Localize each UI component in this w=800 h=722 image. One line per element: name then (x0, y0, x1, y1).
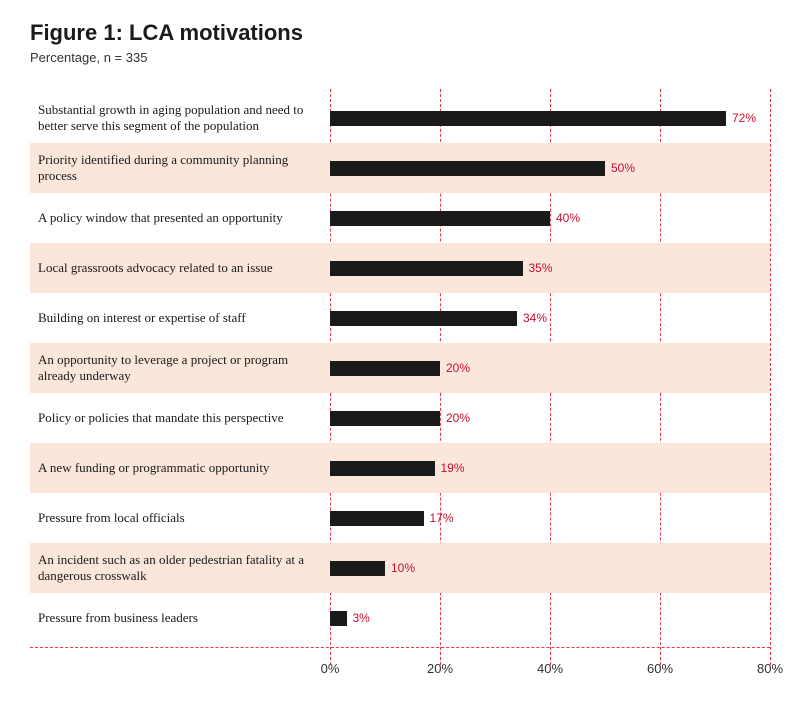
bar-value: 40% (556, 211, 580, 225)
bar-value: 35% (529, 261, 553, 275)
bar-area: 3% (330, 593, 770, 643)
bar: 19% (330, 461, 435, 476)
bar: 10% (330, 561, 385, 576)
chart-row: An incident such as an older pedestrian … (30, 543, 770, 593)
bar-area: 20% (330, 393, 770, 443)
row-label: An incident such as an older pedestrian … (30, 548, 330, 589)
bar: 34% (330, 311, 517, 326)
figure-title: Figure 1: LCA motivations (30, 20, 770, 46)
chart-row: Policy or policies that mandate this per… (30, 393, 770, 443)
row-label: Policy or policies that mandate this per… (30, 406, 330, 430)
figure-subtitle: Percentage, n = 335 (30, 50, 770, 65)
chart-row: An opportunity to leverage a project or … (30, 343, 770, 393)
bar: 3% (330, 611, 347, 626)
row-label: Pressure from business leaders (30, 606, 330, 630)
bar-area: 19% (330, 443, 770, 493)
x-axis-labels: 0%20%40%60%80% (330, 653, 770, 677)
bar-value: 34% (523, 311, 547, 325)
x-tick-label: 40% (537, 661, 563, 676)
chart-rows: Substantial growth in aging population a… (30, 93, 770, 643)
chart-row: Local grassroots advocacy related to an … (30, 243, 770, 293)
row-label: Priority identified during a community p… (30, 148, 330, 189)
bar: 17% (330, 511, 424, 526)
row-label: A new funding or programmatic opportunit… (30, 456, 330, 480)
bar-area: 35% (330, 243, 770, 293)
bar-area: 34% (330, 293, 770, 343)
bar-value: 17% (430, 511, 454, 525)
chart-row: A policy window that presented an opport… (30, 193, 770, 243)
row-label: Substantial growth in aging population a… (30, 98, 330, 139)
bar-area: 20% (330, 343, 770, 393)
bar: 20% (330, 411, 440, 426)
bar-value: 20% (446, 411, 470, 425)
bar-value: 72% (732, 111, 756, 125)
bar-value: 3% (353, 611, 370, 625)
bar: 35% (330, 261, 523, 276)
chart-row: Priority identified during a community p… (30, 143, 770, 193)
bar-area: 50% (330, 143, 770, 193)
bar-area: 10% (330, 543, 770, 593)
chart-row: Pressure from business leaders3% (30, 593, 770, 643)
row-label: Local grassroots advocacy related to an … (30, 256, 330, 280)
x-tick-label: 60% (647, 661, 673, 676)
bar-value: 50% (611, 161, 635, 175)
x-tick-label: 80% (757, 661, 783, 676)
bar-area: 40% (330, 193, 770, 243)
bar-value: 19% (441, 461, 465, 475)
bar: 72% (330, 111, 726, 126)
x-axis-baseline (30, 647, 770, 648)
row-label: Building on interest or expertise of sta… (30, 306, 330, 330)
bar-value: 10% (391, 561, 415, 575)
chart: Substantial growth in aging population a… (30, 93, 770, 667)
bar-area: 72% (330, 93, 770, 143)
chart-row: A new funding or programmatic opportunit… (30, 443, 770, 493)
row-label: A policy window that presented an opport… (30, 206, 330, 230)
chart-row: Pressure from local officials17% (30, 493, 770, 543)
x-tick-label: 20% (427, 661, 453, 676)
row-label: An opportunity to leverage a project or … (30, 348, 330, 389)
bar: 40% (330, 211, 550, 226)
bar: 20% (330, 361, 440, 376)
bar: 50% (330, 161, 605, 176)
bar-area: 17% (330, 493, 770, 543)
gridline (770, 89, 771, 665)
row-label: Pressure from local officials (30, 506, 330, 530)
bar-value: 20% (446, 361, 470, 375)
x-tick-label: 0% (321, 661, 340, 676)
chart-row: Substantial growth in aging population a… (30, 93, 770, 143)
chart-row: Building on interest or expertise of sta… (30, 293, 770, 343)
